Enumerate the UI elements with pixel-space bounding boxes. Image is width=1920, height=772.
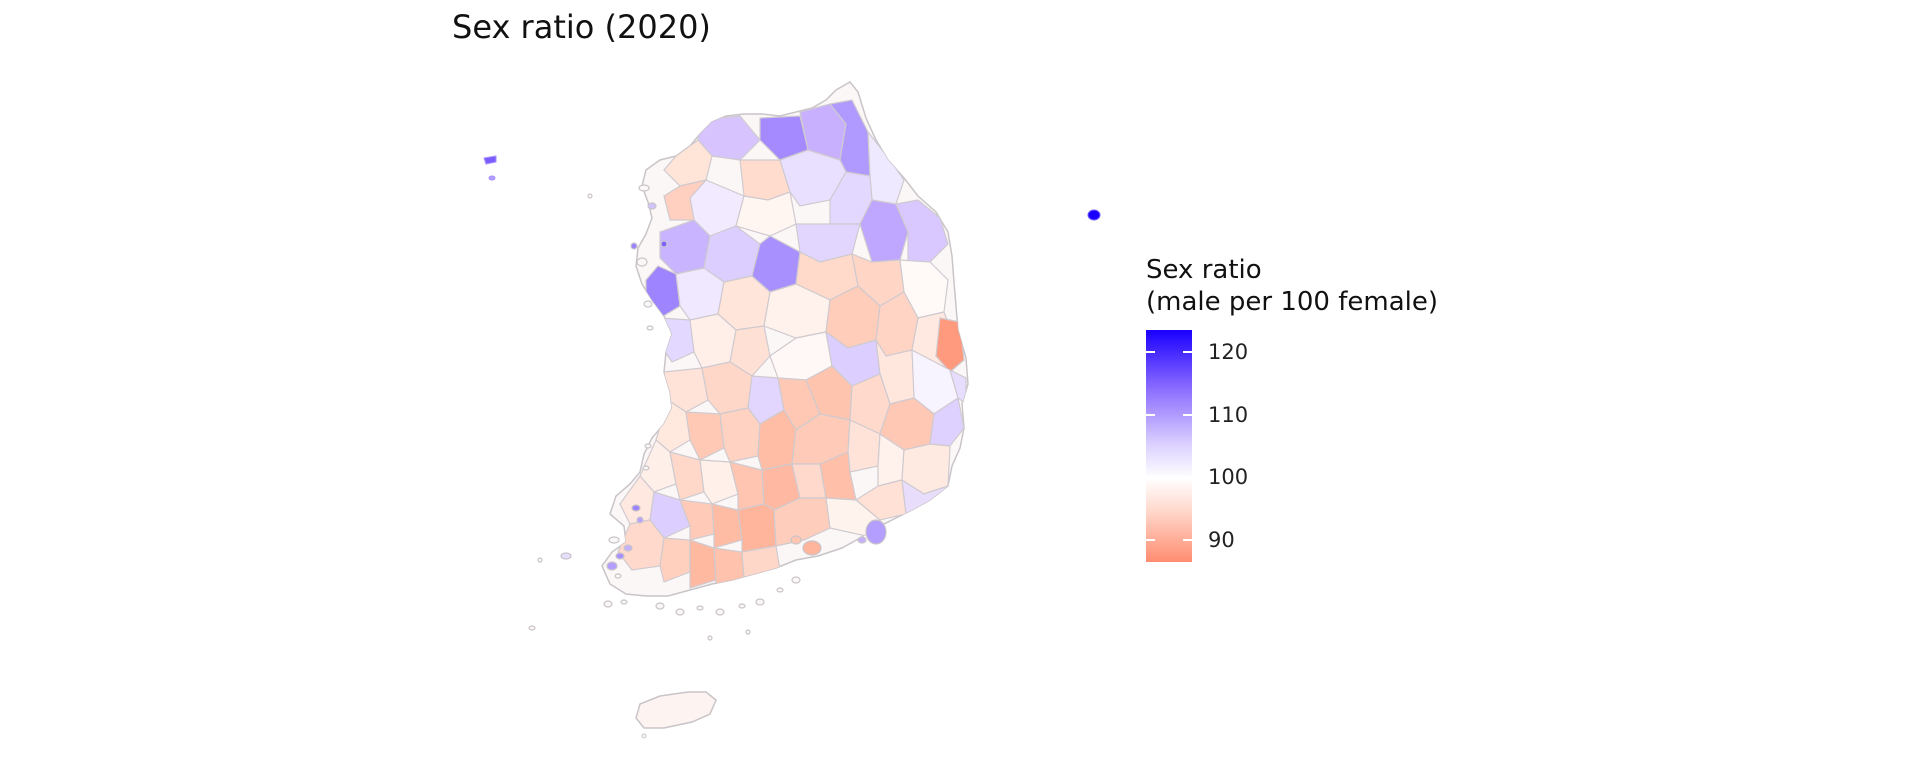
color-legend: Sex ratio (male per 100 female) 120 110 10…: [1146, 254, 1526, 574]
northwest-islands: [483, 155, 497, 181]
ulleung-island: [1087, 209, 1101, 221]
jeju-island: [635, 691, 717, 739]
legend-tick-label: 100: [1208, 465, 1249, 490]
legend-tick-label: 120: [1208, 339, 1249, 364]
legend-tick-label: 90: [1208, 528, 1235, 553]
legend-title-line1: Sex ratio: [1146, 255, 1262, 285]
regions: [617, 99, 967, 589]
legend-tick-label: 110: [1208, 402, 1249, 427]
chart-title: Sex ratio (2020): [452, 8, 711, 46]
coastal-islands: [528, 184, 887, 641]
legend-colorbar: [1146, 330, 1192, 562]
legend-title-line2: (male per 100 female): [1146, 287, 1439, 317]
